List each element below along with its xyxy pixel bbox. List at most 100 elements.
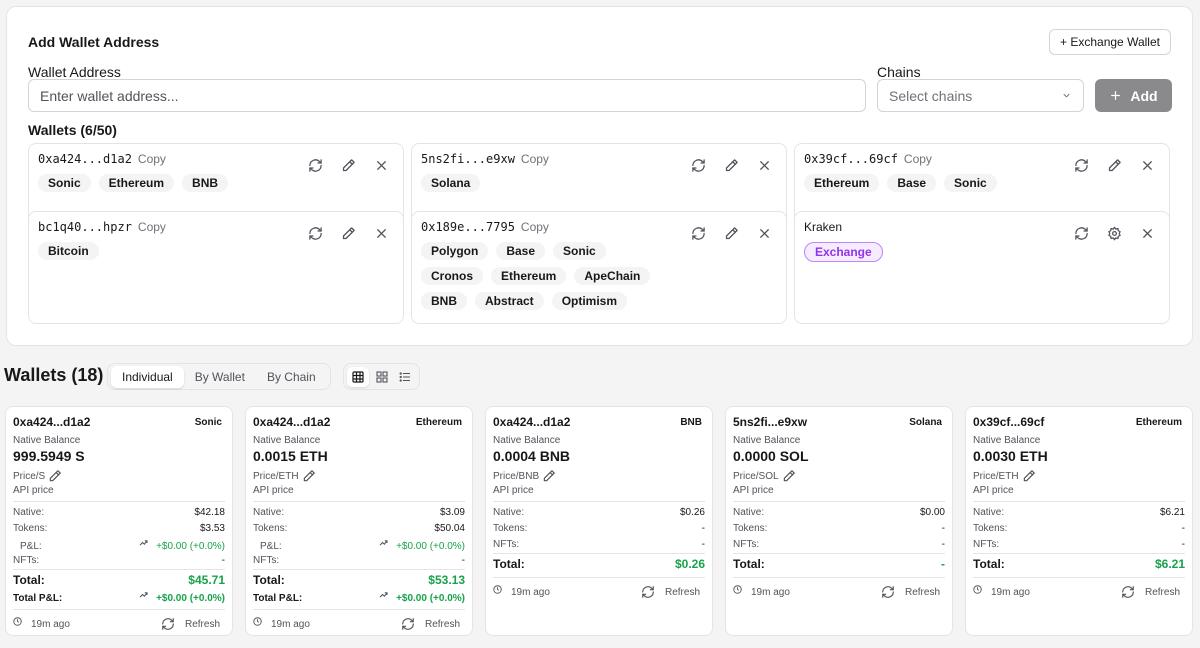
balance-card: 0xa424...d1a2 Sonic Native Balance 999.5949… — [5, 406, 233, 636]
last-updated-text: 19m ago — [991, 587, 1030, 598]
nfts-value: - — [701, 539, 705, 550]
nfts-label: NFTs: — [13, 555, 40, 566]
wallet-address: 0x39cf...69cf — [804, 152, 898, 166]
total-row: Total: $53.13 — [253, 573, 465, 587]
chain-tags: Exchange — [804, 242, 1054, 262]
copy-address-button[interactable]: Copy — [137, 220, 166, 234]
trend-up-icon — [379, 539, 394, 554]
chains-select[interactable]: Select chains — [877, 79, 1084, 112]
edit-price-icon[interactable] — [48, 469, 62, 483]
native-label: Native: — [493, 507, 525, 518]
nfts-value: - — [461, 555, 465, 566]
native-balance-value: 0.0000 SOL — [733, 448, 809, 464]
wallet-card-header: 0x189e...7795 Copy — [421, 220, 549, 234]
price-label: Price/SOL — [733, 470, 779, 482]
copy-address-button[interactable]: Copy — [520, 220, 549, 234]
last-updated-text: 19m ago — [271, 619, 310, 630]
last-updated: 19m ago — [973, 585, 1030, 600]
tab-by-chain[interactable]: By Chain — [266, 369, 316, 384]
copy-address-button[interactable]: Copy — [903, 152, 932, 166]
close-icon[interactable] — [374, 226, 389, 241]
list-icon[interactable] — [394, 367, 416, 387]
refresh-icon[interactable] — [1074, 158, 1089, 173]
divider — [253, 609, 465, 610]
chain-tag: Base — [496, 242, 546, 260]
trend-up-icon — [139, 539, 154, 554]
copy-address-button[interactable]: Copy — [520, 152, 549, 166]
native-balance-label: Native Balance — [973, 435, 1041, 446]
refresh-button[interactable]: Refresh — [1121, 585, 1180, 600]
table-icon[interactable] — [347, 366, 369, 387]
view-mode-tabs: Individual By Wallet By Chain — [107, 363, 331, 390]
refresh-icon[interactable] — [1074, 226, 1089, 241]
wallet-card-header: 0x39cf...69cf Copy — [804, 152, 932, 166]
chain-tag: Sonic — [38, 174, 91, 192]
wallet-card-actions — [1074, 158, 1155, 173]
card-chain-name: Solana — [909, 417, 942, 428]
add-exchange-wallet-button[interactable]: + Exchange Wallet — [1049, 29, 1171, 55]
wallet-card: Kraken Exchange — [794, 211, 1170, 324]
api-price-label: API price — [733, 485, 774, 496]
tokens-row: Tokens: - — [973, 523, 1185, 534]
edit-icon[interactable] — [724, 158, 739, 173]
edit-icon[interactable] — [724, 226, 739, 241]
gear-icon[interactable] — [1107, 226, 1122, 241]
nfts-row: NFTs: - — [973, 539, 1185, 550]
native-row: Native: $42.18 — [13, 507, 225, 518]
refresh-icon[interactable] — [308, 158, 323, 173]
refresh-label: Refresh — [184, 619, 220, 630]
native-balance-value: 0.0030 ETH — [973, 448, 1048, 464]
edit-icon[interactable] — [341, 158, 356, 173]
copy-address-button[interactable]: Copy — [137, 152, 166, 166]
native-value: $0.26 — [679, 507, 705, 518]
clock-icon — [253, 617, 268, 632]
card-footer: 19m ago Refresh — [13, 617, 220, 632]
total-value: $6.21 — [1154, 557, 1185, 571]
total-pnl-label: Total P&L: — [13, 593, 63, 604]
wallets-section-title: Wallets (18) — [4, 365, 104, 385]
grid-icon[interactable] — [371, 367, 393, 387]
tokens-row: Tokens: $3.53 — [13, 523, 225, 534]
refresh-icon[interactable] — [691, 158, 706, 173]
plus-icon — [1109, 89, 1122, 102]
chain-tag: Solana — [421, 174, 481, 192]
edit-icon[interactable] — [341, 226, 356, 241]
refresh-icon[interactable] — [308, 226, 323, 241]
divider — [493, 501, 705, 502]
divider — [733, 501, 945, 502]
refresh-button[interactable]: Refresh — [161, 617, 220, 632]
close-icon[interactable] — [374, 158, 389, 173]
close-icon[interactable] — [757, 226, 772, 241]
edit-price-icon[interactable] — [1022, 469, 1036, 483]
close-icon[interactable] — [1140, 226, 1155, 241]
api-price-label: API price — [13, 485, 54, 496]
edit-price-icon[interactable] — [782, 469, 796, 483]
edit-icon[interactable] — [1107, 158, 1122, 173]
refresh-icon[interactable] — [691, 226, 706, 241]
refresh-button[interactable]: Refresh — [641, 585, 700, 600]
native-row: Native: $0.00 — [733, 507, 945, 518]
balance-card: 0xa424...d1a2 Ethereum Native Balance 0.001… — [245, 406, 473, 636]
close-icon[interactable] — [757, 158, 772, 173]
wallet-address: 5ns2fi...e9xw — [421, 152, 515, 166]
price-row: Price/ETH — [253, 469, 316, 483]
nfts-label: NFTs: — [253, 555, 280, 566]
add-wallet-button[interactable]: Add — [1095, 79, 1172, 112]
pnl-label: P&L: — [260, 541, 282, 552]
card-footer: 19m ago Refresh — [253, 617, 460, 632]
close-icon[interactable] — [1140, 158, 1155, 173]
wallet-card: bc1q40...hpzr Copy Bitcoin — [28, 211, 404, 324]
tokens-row: Tokens: $50.04 — [253, 523, 465, 534]
refresh-button[interactable]: Refresh — [881, 585, 940, 600]
price-label: Price/ETH — [973, 470, 1019, 482]
tab-individual[interactable]: Individual — [111, 365, 184, 388]
chain-tag: Ethereum — [491, 267, 567, 285]
divider — [973, 553, 1185, 554]
total-row: Total: $0.26 — [493, 557, 705, 571]
edit-price-icon[interactable] — [302, 469, 316, 483]
chain-tag: ApeChain — [574, 267, 651, 285]
edit-price-icon[interactable] — [542, 469, 556, 483]
refresh-button[interactable]: Refresh — [401, 617, 460, 632]
wallet-address-input[interactable] — [28, 79, 866, 112]
tab-by-wallet[interactable]: By Wallet — [194, 369, 245, 384]
